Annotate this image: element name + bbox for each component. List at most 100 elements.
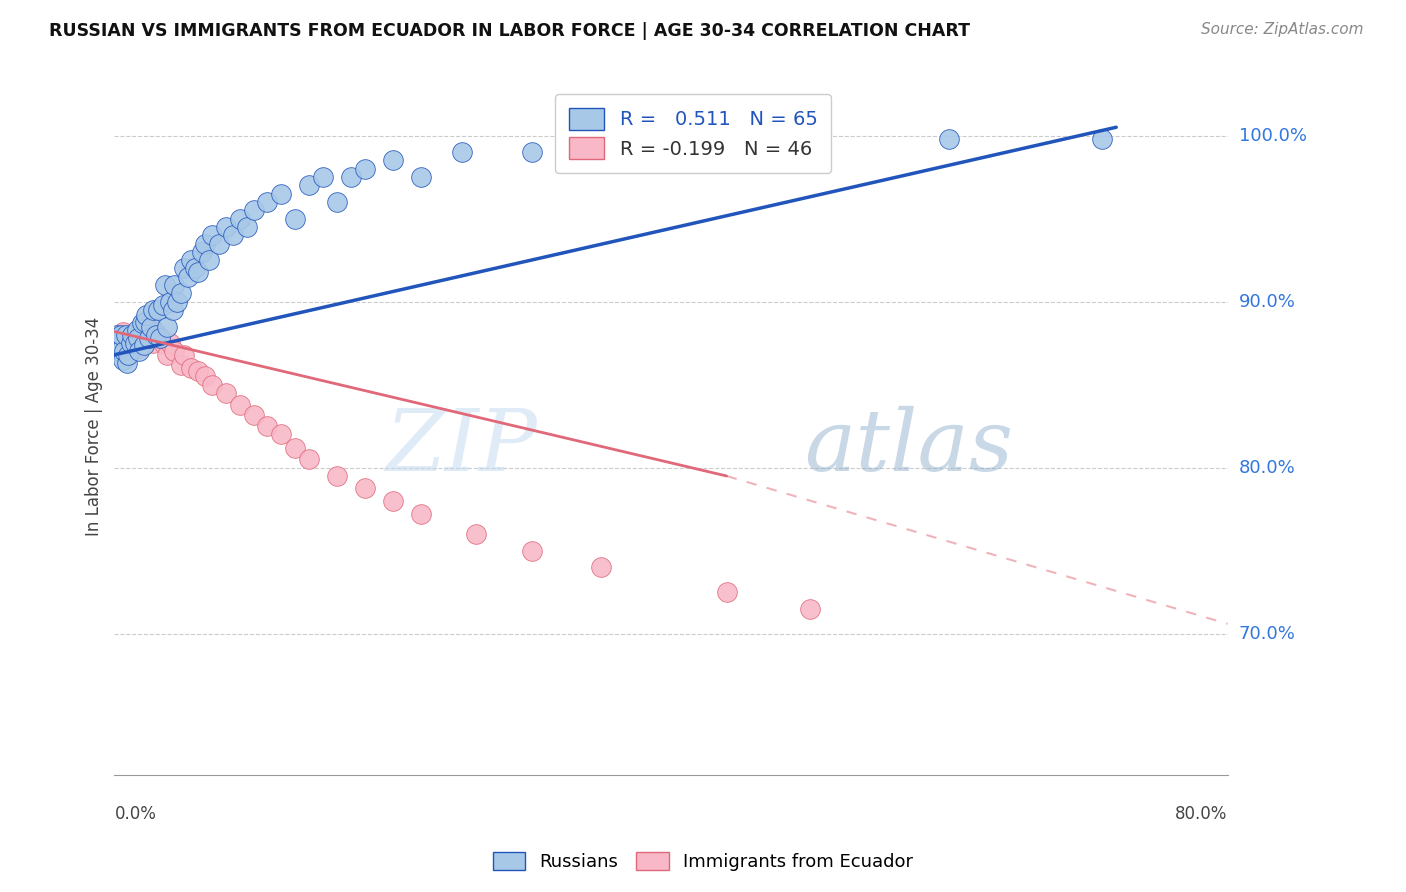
- Point: [121, 334, 143, 349]
- Point: [298, 452, 321, 467]
- Text: 70.0%: 70.0%: [1239, 624, 1295, 643]
- Point: [111, 352, 134, 367]
- Point: [242, 203, 264, 218]
- Point: [145, 325, 167, 339]
- Point: [120, 336, 142, 351]
- Point: [115, 344, 138, 359]
- Point: [125, 323, 148, 337]
- Point: [124, 327, 146, 342]
- Point: [135, 308, 157, 322]
- Point: [799, 602, 821, 616]
- Point: [221, 228, 243, 243]
- Point: [228, 398, 250, 412]
- Point: [465, 527, 488, 541]
- Point: [128, 341, 150, 355]
- Point: [184, 261, 207, 276]
- Point: [409, 507, 432, 521]
- Point: [354, 161, 377, 176]
- Point: [451, 145, 474, 160]
- Point: [105, 327, 128, 342]
- Point: [138, 331, 160, 345]
- Point: [187, 265, 209, 279]
- Point: [134, 314, 156, 328]
- Point: [105, 344, 128, 359]
- Point: [120, 344, 142, 359]
- Point: [166, 294, 188, 309]
- Point: [938, 132, 960, 146]
- Point: [520, 145, 543, 160]
- Text: RUSSIAN VS IMMIGRANTS FROM ECUADOR IN LABOR FORCE | AGE 30-34 CORRELATION CHART: RUSSIAN VS IMMIGRANTS FROM ECUADOR IN LA…: [49, 22, 970, 40]
- Point: [128, 344, 150, 359]
- Point: [270, 186, 292, 201]
- Point: [170, 358, 193, 372]
- Y-axis label: In Labor Force | Age 30-34: In Labor Force | Age 30-34: [86, 317, 103, 536]
- Point: [163, 344, 186, 359]
- Text: 0.0%: 0.0%: [114, 805, 156, 823]
- Point: [125, 336, 148, 351]
- Text: Source: ZipAtlas.com: Source: ZipAtlas.com: [1201, 22, 1364, 37]
- Point: [716, 585, 738, 599]
- Point: [112, 344, 135, 359]
- Point: [799, 145, 821, 160]
- Point: [409, 170, 432, 185]
- Point: [159, 336, 181, 351]
- Point: [149, 331, 172, 345]
- Point: [284, 441, 307, 455]
- Point: [107, 336, 129, 351]
- Point: [520, 543, 543, 558]
- Point: [326, 194, 349, 209]
- Point: [326, 469, 349, 483]
- Point: [115, 356, 138, 370]
- Text: 100.0%: 100.0%: [1239, 127, 1306, 145]
- Point: [110, 331, 132, 345]
- Point: [177, 269, 200, 284]
- Point: [180, 253, 202, 268]
- Point: [114, 327, 136, 342]
- Text: 90.0%: 90.0%: [1239, 293, 1295, 310]
- Point: [170, 286, 193, 301]
- Point: [104, 339, 127, 353]
- Point: [180, 361, 202, 376]
- Point: [131, 316, 153, 330]
- Point: [1091, 132, 1114, 146]
- Point: [215, 219, 238, 234]
- Point: [131, 327, 153, 342]
- Point: [146, 302, 169, 317]
- Point: [191, 244, 214, 259]
- Point: [340, 170, 363, 185]
- Text: 80.0%: 80.0%: [1175, 805, 1227, 823]
- Point: [381, 494, 404, 508]
- Point: [114, 336, 136, 351]
- Point: [117, 331, 139, 345]
- Point: [152, 336, 174, 351]
- Point: [298, 178, 321, 193]
- Point: [187, 364, 209, 378]
- Point: [208, 236, 231, 251]
- Point: [270, 427, 292, 442]
- Point: [127, 331, 149, 345]
- Point: [134, 319, 156, 334]
- Point: [117, 348, 139, 362]
- Point: [124, 336, 146, 351]
- Point: [138, 331, 160, 345]
- Point: [312, 170, 335, 185]
- Legend: R =   0.511   N = 65, R = -0.199   N = 46: R = 0.511 N = 65, R = -0.199 N = 46: [555, 95, 831, 173]
- Point: [132, 338, 155, 352]
- Point: [201, 228, 224, 243]
- Point: [194, 369, 217, 384]
- Point: [235, 219, 257, 234]
- Point: [163, 278, 186, 293]
- Point: [198, 253, 221, 268]
- Legend: Russians, Immigrants from Ecuador: Russians, Immigrants from Ecuador: [485, 845, 921, 879]
- Point: [659, 136, 682, 151]
- Point: [118, 336, 141, 351]
- Point: [111, 325, 134, 339]
- Point: [242, 408, 264, 422]
- Point: [228, 211, 250, 226]
- Point: [159, 294, 181, 309]
- Point: [107, 336, 129, 351]
- Point: [145, 327, 167, 342]
- Point: [354, 481, 377, 495]
- Point: [142, 336, 165, 351]
- Point: [194, 236, 217, 251]
